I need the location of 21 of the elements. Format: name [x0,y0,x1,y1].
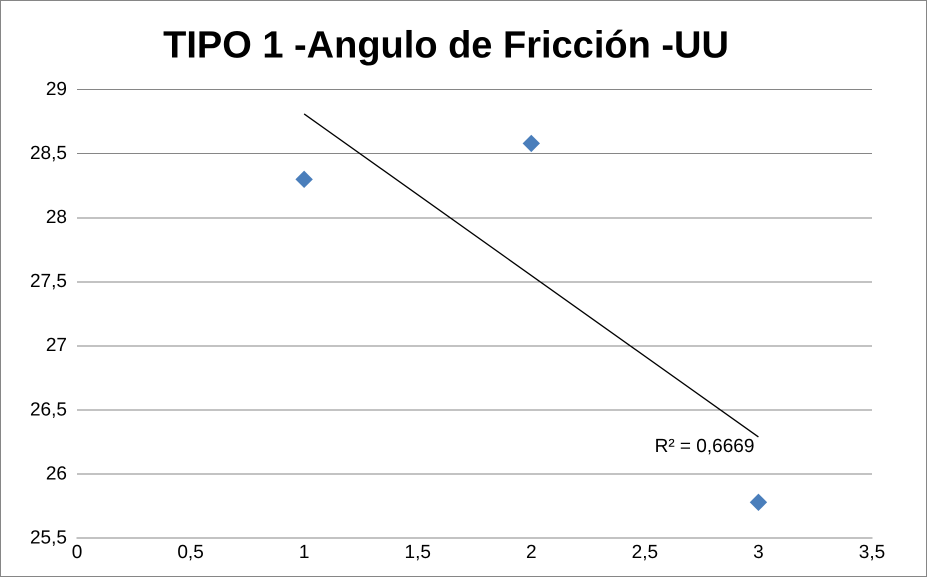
y-tick-label: 28 [46,207,67,228]
point [296,170,313,188]
y-tick-label: 28,5 [30,142,67,164]
point [522,134,540,152]
y-tick-label: 27,5 [30,271,67,292]
y-tick-label: 25,5 [30,527,67,548]
x-tick-label: 2,5 [632,542,658,563]
x-tick-label: 3 [753,542,764,563]
y-tick-label: 26 [46,463,67,484]
y-tick-label: 27 [46,335,67,356]
x-tick-label: 0 [72,542,82,563]
x-tick-label: 1,5 [404,542,431,563]
annotation: R² = 0,6669 [654,436,754,458]
y-tick-label: 29 [46,78,67,100]
x-tick-label: 3,5 [858,542,886,563]
x-tick-label: 0,5 [177,542,204,563]
x-tick-label: 1 [298,542,310,563]
x-tick-label: 2 [526,542,537,563]
point [750,494,767,511]
chart-title: TIPO 1 -Angulo de Fricción -UU [163,24,729,66]
y-tick-label: 26,5 [30,399,67,420]
